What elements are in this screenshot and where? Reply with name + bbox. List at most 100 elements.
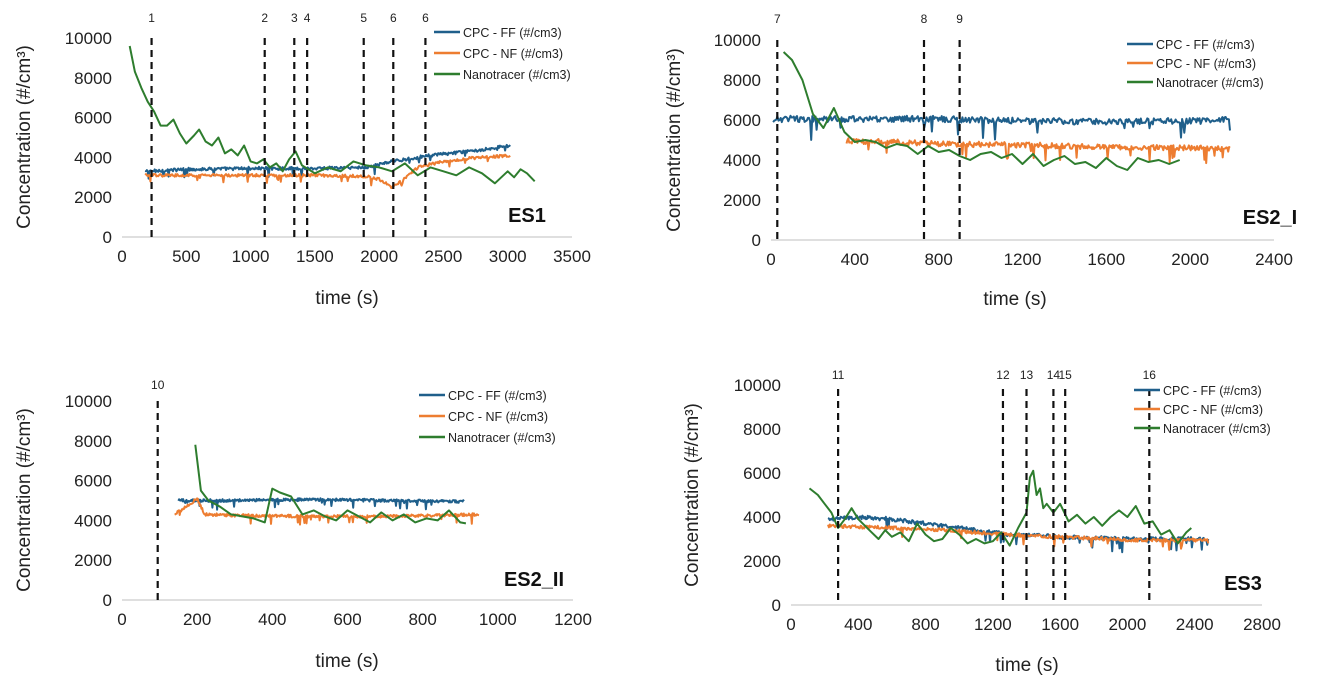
chart-panel-es2-ii: 0 200 400 600 800 1000 1200 0 2000 4000 6000 8000 10… xyxy=(14,378,592,672)
y-tick-label: 2000 xyxy=(743,552,781,571)
legend-label-ff: CPC - FF (#/cm3) xyxy=(1163,384,1262,398)
legend-label-nano: Nanotracer (#/cm3) xyxy=(1163,422,1271,436)
y-tick-label: 6000 xyxy=(723,111,761,130)
event-label: 15 xyxy=(1059,368,1073,382)
x-tick-label: 3500 xyxy=(553,247,591,266)
chart-panel-es1: 0 500 1000 1500 2000 2500 3000 3500 0 2000 4000 600… xyxy=(14,11,591,309)
chart-panel-es3: 0 400 800 1200 1600 2000 2400 2800 0 2000 4000 6000… xyxy=(682,368,1281,676)
y-tick-label: 6000 xyxy=(74,109,112,128)
legend-label-ff: CPC - FF (#/cm3) xyxy=(1156,38,1255,52)
legend-label-ff: CPC - FF (#/cm3) xyxy=(463,26,562,40)
series-line-nano xyxy=(808,469,1192,547)
x-axis-label-es1: time (s) xyxy=(315,288,378,309)
legend-label-ff: CPC - FF (#/cm3) xyxy=(448,389,547,403)
y-tick-label: 6000 xyxy=(743,464,781,483)
event-label: 12 xyxy=(996,368,1010,382)
event-label: 2 xyxy=(261,11,268,25)
x-tick-label: 2500 xyxy=(425,247,463,266)
panel-label-es3: ES3 xyxy=(1224,573,1262,595)
series-line-nf xyxy=(174,497,480,526)
x-tick-label: 800 xyxy=(924,250,952,269)
x-tick-label: 400 xyxy=(844,615,872,634)
legend-label-nano: Nanotracer (#/cm3) xyxy=(1156,76,1264,90)
x-tick-label: 0 xyxy=(117,610,126,629)
x-tick-label: 2400 xyxy=(1176,615,1214,634)
legend-label-nf: CPC - NF (#/cm3) xyxy=(463,47,563,61)
y-axis-label-es1: Concentration (#/cm³) xyxy=(14,45,35,229)
y-tick-label: 6000 xyxy=(74,472,112,491)
y-tick-label: 10000 xyxy=(65,29,112,48)
y-tick-label: 8000 xyxy=(74,69,112,88)
x-tick-label: 800 xyxy=(911,615,939,634)
event-label: 7 xyxy=(774,12,781,26)
series-line-nf xyxy=(827,523,1210,551)
y-tick-label: 0 xyxy=(103,228,112,247)
event-label: 1 xyxy=(148,11,155,25)
y-tick-label: 8000 xyxy=(723,71,761,90)
event-label: 3 xyxy=(291,11,298,25)
event-label: 6 xyxy=(390,11,397,25)
legend-label-nf: CPC - NF (#/cm3) xyxy=(1156,57,1256,71)
y-tick-label: 2000 xyxy=(74,188,112,207)
x-axis-label-es2-i: time (s) xyxy=(983,289,1046,310)
x-tick-label: 2000 xyxy=(1109,615,1147,634)
event-label: 6 xyxy=(422,11,429,25)
chart-panel-es2-i: 0 400 800 1200 1600 2000 2400 0 2000 4000 6000 8000… xyxy=(664,12,1297,310)
y-tick-label: 2000 xyxy=(74,551,112,570)
legend-label-nano: Nanotracer (#/cm3) xyxy=(463,68,571,82)
series-line-nano xyxy=(782,51,1181,171)
event-label: 9 xyxy=(956,12,963,26)
x-tick-label: 1200 xyxy=(554,610,592,629)
y-tick-label: 10000 xyxy=(714,31,761,50)
y-axis-label-es2-ii: Concentration (#/cm³) xyxy=(14,408,35,592)
x-tick-label: 2000 xyxy=(1171,250,1209,269)
series-line-nf xyxy=(845,137,1231,165)
event-label: 10 xyxy=(151,378,165,392)
series-line-ff xyxy=(144,143,511,180)
series-line-ff xyxy=(177,497,465,511)
event-label: 14 xyxy=(1047,368,1061,382)
x-tick-label: 2000 xyxy=(360,247,398,266)
x-tick-label: 0 xyxy=(117,247,126,266)
x-tick-label: 200 xyxy=(183,610,211,629)
panel-label-es2-i: ES2_I xyxy=(1243,207,1297,229)
legend-label-nf: CPC - NF (#/cm3) xyxy=(1163,403,1263,417)
y-tick-label: 10000 xyxy=(734,376,781,395)
legend-label-nf: CPC - NF (#/cm3) xyxy=(448,410,548,424)
y-tick-label: 0 xyxy=(772,596,781,615)
x-tick-label: 400 xyxy=(258,610,286,629)
y-tick-label: 4000 xyxy=(74,148,112,167)
event-label: 11 xyxy=(832,368,845,382)
x-tick-label: 500 xyxy=(172,247,200,266)
series-line-nano xyxy=(128,45,536,185)
y-tick-label: 0 xyxy=(752,231,761,250)
event-label: 5 xyxy=(360,11,367,25)
x-tick-label: 1200 xyxy=(1004,250,1042,269)
y-tick-label: 8000 xyxy=(74,432,112,451)
x-tick-label: 1600 xyxy=(1041,615,1079,634)
series-line-ff xyxy=(772,114,1231,141)
legend-label-nano: Nanotracer (#/cm3) xyxy=(448,431,556,445)
y-tick-label: 4000 xyxy=(723,151,761,170)
x-tick-label: 1000 xyxy=(479,610,517,629)
x-tick-label: 0 xyxy=(786,615,795,634)
x-tick-label: 400 xyxy=(841,250,869,269)
x-axis-label-es3: time (s) xyxy=(995,655,1058,676)
x-axis-label-es2-ii: time (s) xyxy=(315,651,378,672)
y-tick-label: 4000 xyxy=(74,511,112,530)
event-label: 4 xyxy=(304,11,311,25)
x-tick-label: 800 xyxy=(408,610,436,629)
y-tick-label: 4000 xyxy=(743,508,781,527)
y-axis-label-es3: Concentration (#/cm³) xyxy=(682,403,703,587)
x-tick-label: 3000 xyxy=(489,247,527,266)
x-tick-label: 2400 xyxy=(1255,250,1293,269)
y-tick-label: 8000 xyxy=(743,420,781,439)
event-label: 16 xyxy=(1143,368,1157,382)
y-axis-label-es2-i: Concentration (#/cm³) xyxy=(664,48,685,232)
panel-label-es2-ii: ES2_II xyxy=(504,569,564,591)
series-line-nano xyxy=(194,444,467,525)
y-tick-label: 10000 xyxy=(65,392,112,411)
x-tick-label: 1600 xyxy=(1087,250,1125,269)
x-tick-label: 1000 xyxy=(232,247,270,266)
